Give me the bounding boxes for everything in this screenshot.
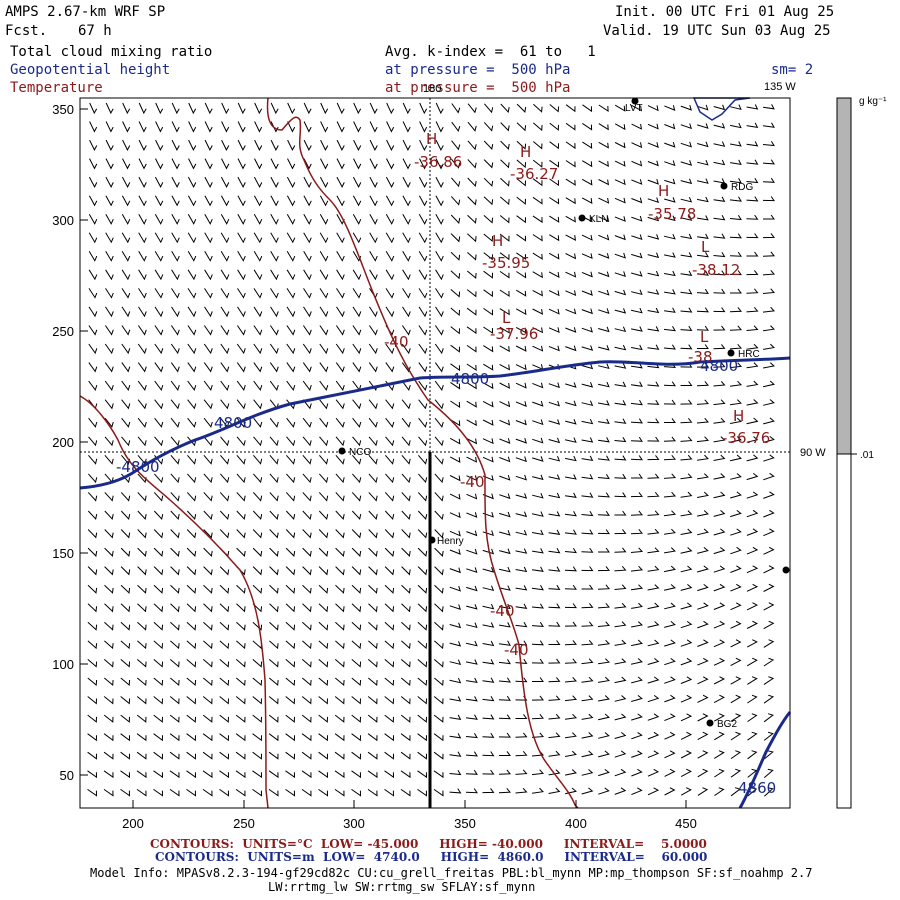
y-axis-labels: 50 100 150 200 250 300 350 (52, 102, 74, 783)
center-value: -35.95 (482, 254, 530, 272)
model-physics: LW:rrtmg_lw SW:rrtmg_sw SFLAY:sf_mynn (268, 880, 536, 894)
height-label: 4860 (738, 779, 776, 797)
valid-time: Valid. 19 UTC Sun 03 Aug 25 (603, 23, 831, 39)
station-marker (727, 349, 735, 357)
x-tick-label: 250 (233, 816, 255, 831)
center-value: -36.76 (722, 429, 770, 447)
colorbar-tick-label: .01 (860, 450, 874, 461)
y-axis-ticks (80, 108, 88, 776)
longitude-label-135w: 135 W (764, 81, 796, 93)
x-axis-labels: 200 250 300 350 400 450 (122, 816, 697, 831)
stations: LVT RDG KLN HRC NCO Henry BG2 (338, 97, 790, 730)
station-label: NCO (349, 447, 371, 458)
colorbar-units: g kg⁻¹ (859, 96, 887, 107)
temp-pressure-level: at pressure = 500 hPa (385, 80, 571, 96)
init-time: Init. 00 UTC Fri 01 Aug 25 (615, 4, 835, 20)
y-tick-label: 300 (52, 213, 74, 228)
station-label: Henry (437, 536, 464, 547)
temp-contour-east (266, 97, 579, 809)
wind-barbs (87, 102, 776, 797)
smoothing: sm= 2 (771, 62, 814, 78)
station-marker (706, 719, 714, 727)
model-info: Model Info: MPASv8.2.3-194-gf29cd82c CU:… (90, 866, 813, 880)
center-type: L (700, 328, 709, 346)
station-label: RDG (731, 182, 753, 193)
y-tick-label: 350 (52, 102, 74, 117)
station-label: BG2 (717, 719, 737, 730)
x-tick-label: 200 (122, 816, 144, 831)
center-value: -38.12 (692, 261, 740, 279)
y-tick-label: 200 (52, 435, 74, 450)
height-contour-4860 (738, 711, 792, 809)
center-type: H (492, 232, 503, 250)
model-title: AMPS 2.67-km WRF SP (5, 4, 166, 20)
center-value: -37.96 (490, 325, 538, 343)
forecast-label: Fcst. (5, 23, 48, 39)
x-tick-label: 300 (343, 816, 365, 831)
temp-label: -40 (504, 641, 529, 659)
station-marker (631, 97, 639, 105)
height-label: 4800 (700, 357, 738, 375)
y-tick-label: 250 (52, 324, 74, 339)
station-marker (782, 566, 790, 574)
center-value: -35.78 (648, 205, 696, 223)
station-label: LVT (625, 103, 643, 114)
wind-barb-field (87, 102, 776, 797)
station-label: HRC (738, 349, 760, 360)
temp-contour-info: CONTOURS: UNITS=°C LOW= -45.000 HIGH= -4… (150, 837, 707, 851)
temp-label: -40 (384, 333, 409, 351)
height-pressure-level: at pressure = 500 hPa (385, 62, 571, 78)
center-type: H (733, 407, 744, 425)
x-tick-label: 450 (675, 816, 697, 831)
height-label: 4800 (214, 414, 252, 432)
x-axis-ticks (132, 800, 687, 808)
station-label: KLN (589, 214, 608, 225)
longitude-label-180: 180 (423, 83, 441, 95)
temp-label: -40 (460, 473, 485, 491)
y-tick-label: 150 (52, 546, 74, 561)
forecast-hour: 67 h (78, 23, 112, 39)
map-frame (79, 97, 791, 809)
station-marker (338, 447, 346, 455)
k-index-range: Avg. k-index = 61 to 1 (385, 44, 596, 60)
height-label: 4800 (451, 370, 489, 388)
x-tick-label: 350 (454, 816, 476, 831)
center-value: -36.27 (510, 165, 558, 183)
center-type: H (658, 182, 669, 200)
x-tick-label: 400 (565, 816, 587, 831)
colorbar-upper (836, 97, 852, 455)
height-label: -4800 (116, 458, 160, 476)
station-marker (578, 214, 586, 222)
center-type: L (502, 309, 511, 327)
height-contour-info: CONTOURS: UNITS=m LOW= 4740.0 HIGH= 4860… (155, 850, 708, 864)
colorbar: g kg⁻¹ .01 (836, 96, 887, 809)
temp-contour-west (79, 395, 269, 809)
longitude-label-90w: 90 W (800, 447, 826, 459)
height-contour-labels: 4800 4800 4800 -4800 4860 (116, 357, 776, 797)
pressure-centers: H -36.86 H -36.27 H -35.78 H -35.95 L -3… (414, 130, 770, 447)
colorbar-lower (836, 453, 852, 809)
center-type: H (520, 143, 531, 161)
field-geopotential: Geopotential height (10, 62, 171, 78)
y-tick-label: 100 (52, 657, 74, 672)
center-type: H (426, 130, 437, 148)
temp-contour-labels: -40 -40 -40 -40 (384, 333, 529, 659)
field-cloud-mixing: Total cloud mixing ratio (10, 44, 213, 60)
field-temperature: Temperature (10, 80, 103, 96)
station-marker (428, 536, 436, 544)
height-contour-4800 (79, 356, 791, 490)
station-marker (720, 182, 728, 190)
y-tick-label: 50 (60, 768, 74, 783)
temp-label: -40 (490, 602, 515, 620)
center-value: -36.86 (414, 153, 462, 171)
center-value: -38 (688, 348, 713, 366)
center-type: L (701, 238, 710, 256)
